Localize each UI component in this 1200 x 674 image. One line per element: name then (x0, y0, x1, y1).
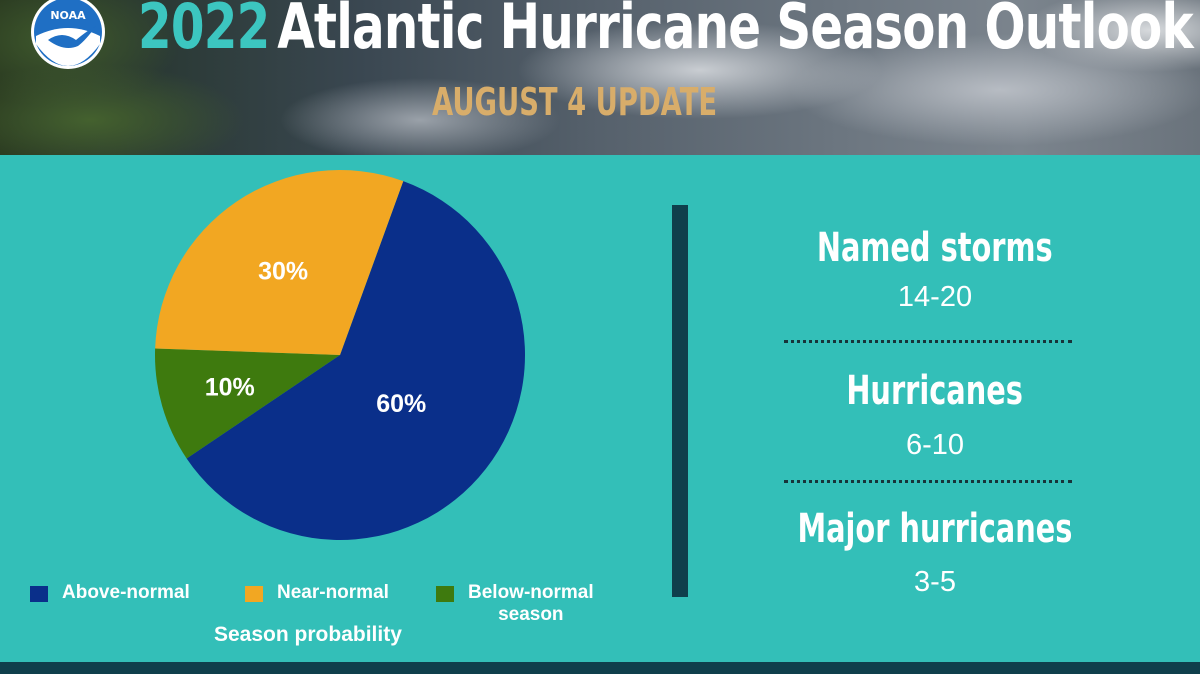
stat-label-hurricanes-text: Hurricanes (846, 368, 1024, 414)
noaa-logo-icon: NOAA (31, 0, 105, 69)
stat-value-hurricanes: 6-10 (905, 429, 965, 461)
stat-value-named-storms: 14-20 (897, 281, 973, 313)
pie-slice-below-normal-season (155, 348, 340, 459)
stat-label-hurricanes: Hurricanes (685, 367, 1185, 415)
pie-label-above-normal: 60% (376, 390, 426, 418)
legend-label-below-normal: Below-normal season (468, 582, 594, 626)
pie-label-near-normal: 30% (258, 258, 308, 286)
dotted-separator (784, 340, 1072, 343)
page-subtitle: AUGUST 4 UPDATE (432, 80, 718, 124)
legend-label-below-normal-line1: Below-normal (468, 582, 594, 603)
footer-bar (0, 662, 1200, 674)
page-title: 2022 Atlantic Hurricane Season Outlook (138, 0, 1194, 68)
stat-label-major-hurricanes: Major hurricanes (685, 505, 1185, 553)
stat-value-major-hurricanes: 3-5 (914, 566, 956, 598)
stat-label-major-hurricanes-text: Major hurricanes (797, 506, 1073, 552)
legend-swatch-below-normal (436, 586, 454, 602)
pie-slice-near-normal (155, 170, 404, 355)
pie-slice-above-normal (186, 181, 525, 540)
season-probability-pie-chart: 60% 10% 30% (155, 170, 525, 540)
stat-label-named-storms: Named storms (685, 224, 1185, 272)
legend-swatch-above-normal (30, 586, 48, 602)
legend-swatch-near-normal (245, 586, 263, 602)
vertical-divider (672, 205, 688, 597)
chart-caption: Season probability (214, 623, 402, 646)
legend-label-above-normal: Above-normal (62, 582, 190, 603)
dotted-separator (784, 480, 1072, 483)
title-text: Atlantic Hurricane Season Outlook (277, 0, 1193, 63)
pie-label-below-normal-season: 10% (205, 374, 255, 402)
header-banner: NOAA 2022 Atlantic Hurricane Season Outlo… (0, 0, 1200, 155)
legend-label-below-normal-line2: season (498, 604, 564, 625)
stat-label-named-storms-text: Named storms (817, 225, 1053, 271)
title-year: 2022 (138, 0, 270, 63)
legend-label-near-normal: Near-normal (277, 582, 389, 603)
noaa-logo-text: NOAA (50, 9, 86, 22)
